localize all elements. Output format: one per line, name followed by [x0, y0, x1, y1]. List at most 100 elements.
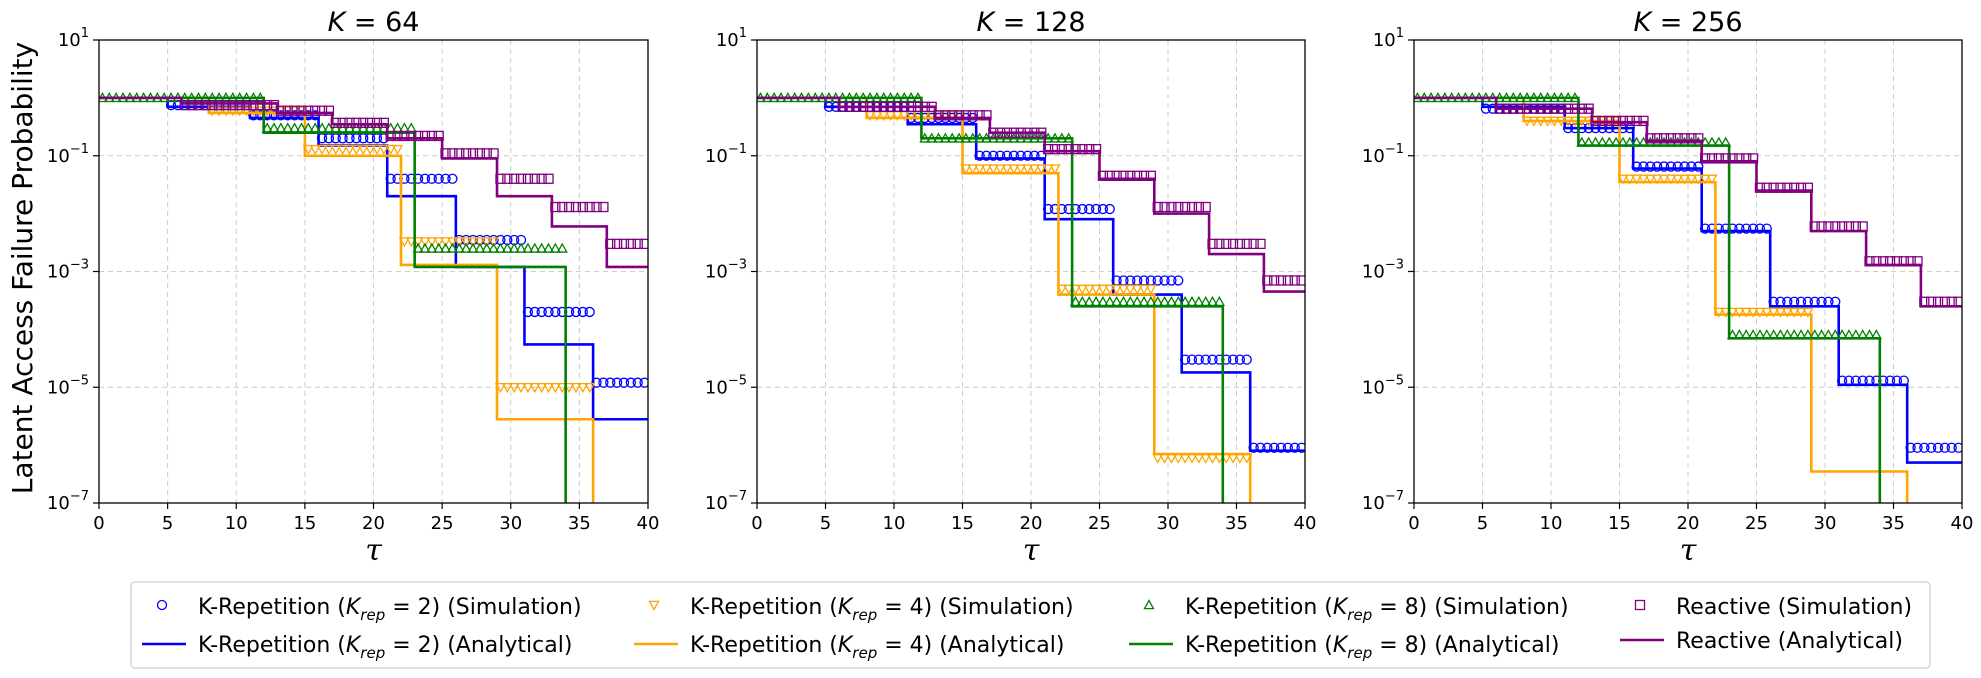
data-point-reactive_simulation	[316, 105, 328, 116]
data-point-krep4_simulation	[446, 237, 459, 248]
data-point-krep2_simulation	[165, 99, 177, 111]
data-point-reactive_simulation	[1699, 153, 1711, 164]
data-point-reactive_simulation	[1104, 170, 1115, 181]
data-point-reactive_simulation	[1542, 103, 1553, 114]
data-point-reactive_simulation	[1152, 201, 1163, 213]
data-point-krep8_simulation	[1863, 329, 1876, 340]
data-point-krep2_simulation	[1200, 354, 1211, 365]
data-point-krep8_simulation	[898, 92, 910, 103]
data-point-krep2_simulation	[988, 150, 999, 161]
data-point-krep4_simulation	[529, 382, 541, 394]
data-point-reactive_simulation	[1036, 127, 1047, 138]
series-line-krep8_analytical	[99, 96, 567, 503]
data-point-reactive_simulation	[1549, 103, 1560, 114]
data-point-reactive_simulation	[1610, 115, 1622, 127]
data-point-krep8_simulation	[967, 132, 979, 143]
data-point-reactive_simulation	[1843, 221, 1855, 232]
data-point-krep4_simulation	[1774, 307, 1787, 318]
data-point-krep4_simulation	[487, 237, 500, 248]
data-point-reactive_simulation	[563, 201, 575, 213]
y-tick-label: 101	[1373, 26, 1404, 51]
data-point-krep8_simulation	[1206, 295, 1219, 307]
data-point-krep2_simulation	[1775, 296, 1786, 307]
data-point-krep2_simulation	[1597, 122, 1608, 134]
data-point-krep4_simulation	[343, 144, 356, 155]
data-point-reactive_simulation	[392, 130, 403, 142]
plot-area	[99, 92, 648, 503]
legend-entry: K-Repetition (Krep = 4) (Simulation)	[648, 595, 1074, 624]
data-point-reactive_simulation	[1672, 133, 1683, 144]
data-point-reactive_simulation	[557, 201, 568, 213]
data-point-reactive_simulation	[1097, 170, 1109, 181]
data-point-krep2_simulation	[1891, 375, 1903, 386]
data-point-reactive_simulation	[1569, 103, 1581, 114]
data-point-krep4_simulation	[1241, 453, 1253, 464]
data-point-reactive_simulation	[433, 130, 444, 142]
data-point-reactive_simulation	[1166, 201, 1177, 213]
data-point-reactive_simulation	[1734, 153, 1745, 164]
data-point-krep2_simulation	[625, 377, 636, 388]
data-point-reactive_simulation	[1850, 221, 1861, 232]
data-point-krep4_simulation	[439, 237, 452, 248]
data-point-krep8_simulation	[1788, 329, 1800, 340]
legend-label: Reactive (Analytical)	[1676, 629, 1903, 654]
legend-entry: K-Repetition (Krep = 2) (Analytical)	[142, 633, 572, 662]
data-point-krep2_simulation	[570, 306, 582, 318]
data-point-reactive_simulation	[227, 99, 238, 111]
data-point-reactive_simulation	[1070, 144, 1081, 155]
data-point-reactive_simulation	[1816, 221, 1827, 232]
data-point-krep2_simulation	[995, 150, 1006, 161]
data-point-reactive_simulation	[419, 130, 431, 142]
data-point-krep4_simulation	[1076, 284, 1088, 295]
data-point-reactive_simulation	[255, 99, 266, 111]
data-point-reactive_simulation	[1624, 115, 1635, 127]
data-point-krep2_simulation	[172, 99, 184, 111]
data-point-krep8_simulation	[1815, 329, 1828, 340]
data-point-krep8_simulation	[1795, 329, 1807, 340]
data-point-krep4_simulation	[1761, 307, 1773, 318]
data-point-krep2_simulation	[1747, 223, 1759, 234]
data-point-krep4_simulation	[1138, 284, 1150, 295]
data-point-krep2_simulation	[605, 377, 616, 388]
data-point-reactive_simulation	[933, 110, 944, 121]
data-point-krep8_simulation	[1802, 329, 1814, 340]
data-point-krep8_simulation	[1610, 136, 1622, 147]
data-point-krep4_simulation	[1035, 164, 1047, 175]
data-point-krep8_simulation	[960, 132, 972, 143]
data-point-krep4_simulation	[1541, 116, 1554, 127]
data-point-reactive_simulation	[960, 110, 972, 121]
data-point-reactive_simulation	[193, 99, 204, 111]
data-point-reactive_simulation	[1221, 238, 1232, 250]
data-point-krep4_simulation	[508, 382, 520, 394]
data-point-krep2_simulation	[536, 306, 547, 318]
x-tick-label: 5	[1477, 513, 1488, 534]
data-point-krep2_simulation	[1823, 296, 1834, 307]
data-point-krep4_simulation	[1685, 174, 1698, 185]
data-point-reactive_simulation	[912, 101, 924, 112]
data-point-krep2_simulation	[1679, 161, 1690, 172]
data-point-krep8_simulation	[1213, 295, 1225, 307]
data-point-krep8_simulation	[1754, 329, 1766, 340]
data-point-krep8_simulation	[1740, 329, 1752, 340]
data-point-krep2_simulation	[1693, 161, 1704, 172]
data-point-krep4_simulation	[1234, 453, 1246, 464]
data-point-reactive_simulation	[1919, 296, 1930, 307]
data-point-krep8_simulation	[1733, 329, 1745, 340]
data-point-krep8_simulation	[926, 132, 938, 143]
data-point-reactive_simulation	[261, 99, 273, 111]
data-point-krep2_simulation	[529, 306, 540, 318]
data-point-krep2_simulation	[1638, 161, 1649, 172]
data-point-krep4_simulation	[1768, 307, 1780, 318]
data-point-krep8_simulation	[419, 242, 431, 253]
y-axis-label: Latent Access Failure Probability	[6, 42, 39, 494]
data-point-krep8_simulation	[536, 242, 548, 253]
data-point-krep4_simulation	[1179, 453, 1191, 464]
x-tick-label: 30	[1814, 513, 1837, 534]
data-point-krep2_simulation	[1850, 375, 1861, 386]
data-point-reactive_simulation	[1898, 256, 1909, 267]
data-point-krep8_simulation	[1596, 136, 1608, 147]
data-point-reactive_simulation	[1836, 221, 1848, 232]
legend-frame	[130, 581, 1931, 669]
data-point-reactive_simulation	[454, 148, 465, 159]
data-point-krep4_simulation	[1781, 307, 1793, 318]
